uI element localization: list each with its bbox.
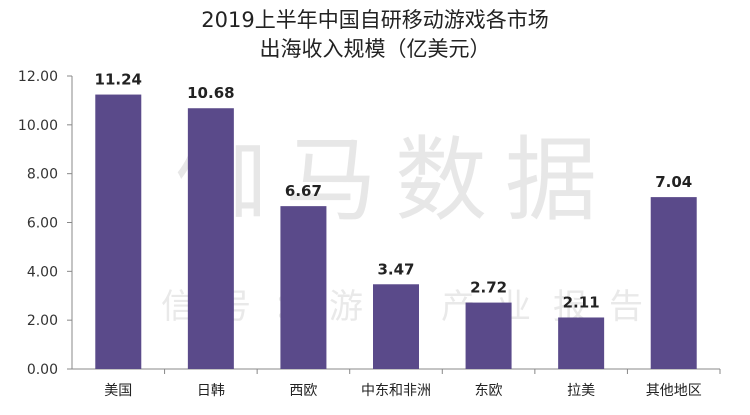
bar <box>187 108 234 369</box>
x-category-label: 中东和非洲 <box>361 383 431 399</box>
y-tick-label: 0.00 <box>27 362 58 378</box>
y-tick-label: 10.00 <box>18 118 58 134</box>
bar <box>650 197 697 369</box>
y-tick-label: 12.00 <box>18 69 58 85</box>
bar <box>465 302 512 369</box>
y-tick-label: 8.00 <box>27 167 58 183</box>
bar <box>558 317 605 369</box>
bar-value-label: 2.11 <box>563 293 600 311</box>
bar-value-label: 10.68 <box>187 84 234 102</box>
y-tick-label: 6.00 <box>27 216 58 232</box>
chart-title-line-1: 2019上半年中国自研移动游戏各市场 <box>201 8 548 32</box>
bar-value-label: 7.04 <box>655 173 692 191</box>
watermark-main-text: 伽马数据 <box>175 127 615 234</box>
bar-value-label: 3.47 <box>377 260 414 278</box>
y-tick-label: 2.00 <box>27 313 58 329</box>
x-category-label: 其他地区 <box>646 383 702 399</box>
bar <box>95 94 142 369</box>
chart-title-line-2: 出海收入规模（亿美元） <box>260 37 491 61</box>
bar-value-label: 11.24 <box>95 71 142 89</box>
x-category-label: 拉美 <box>567 383 595 399</box>
x-category-label: 西欧 <box>289 383 317 399</box>
bar-value-label: 6.67 <box>285 182 322 200</box>
bar <box>280 206 327 369</box>
x-category-label: 日韩 <box>197 383 225 399</box>
y-tick-label: 4.00 <box>27 264 58 280</box>
bar <box>373 284 419 369</box>
x-category-label: 美国 <box>104 383 132 399</box>
x-category-label: 东欧 <box>475 383 503 399</box>
bar-value-label: 2.72 <box>470 279 507 297</box>
